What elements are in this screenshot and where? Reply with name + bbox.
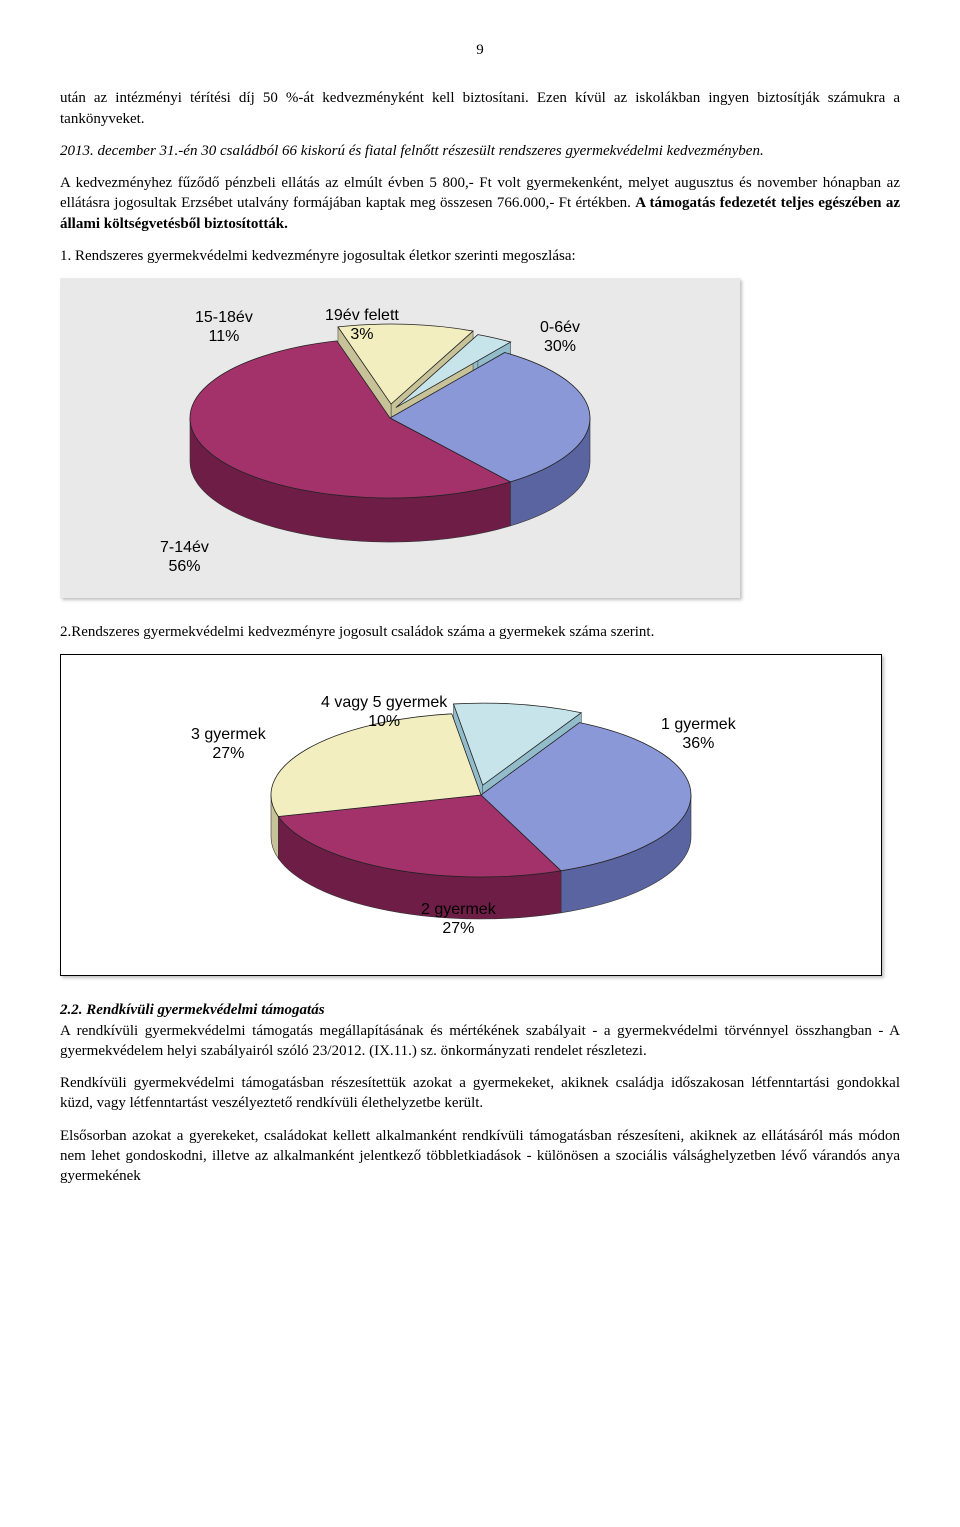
list-item-1: 1. Rendszeres gyermekvédelmi kedvezményr…: [60, 246, 900, 266]
chart-slice-label: 4 vagy 5 gyermek 10%: [321, 693, 447, 731]
list-item-2: 2.Rendszeres gyermekvédelmi kedvezményre…: [60, 622, 900, 642]
chart-slice-label: 2 gyermek 27%: [421, 900, 496, 938]
section-2-2-title: 2.2. Rendkívüli gyermekvédelmi támogatás: [60, 1002, 325, 1018]
chart-slice-label: 3 gyermek 27%: [191, 725, 266, 763]
paragraph-last-1: Rendkívüli gyermekvédelmi támogatásban r…: [60, 1073, 900, 1114]
paragraph-1: után az intézményi térítési díj 50 %-át …: [60, 88, 900, 129]
chart-slice-label: 7-14év 56%: [160, 538, 209, 576]
paragraph-last-2: Elsősorban azokat a gyerekeket, családok…: [60, 1126, 900, 1187]
pie-chart-age: 0-6év 30% 7-14év 56% 15-18év 11% 19év felet…: [60, 278, 740, 598]
paragraph-2: 2013. december 31.-én 30 családból 66 ki…: [60, 141, 900, 161]
chart-slice-label: 1 gyermek 36%: [661, 715, 736, 753]
chart-slice-label: 19év felett 3%: [325, 306, 399, 344]
chart-slice-label: 15-18év 11%: [195, 308, 253, 346]
paragraph-3: A kedvezményhez fűződő pénzbeli ellátás …: [60, 173, 900, 234]
chart-slice-label: 0-6év 30%: [540, 318, 580, 356]
section-2-2: 2.2. Rendkívüli gyermekvédelmi támogatás…: [60, 1000, 900, 1061]
page-number: 9: [60, 40, 900, 60]
pie-chart-family-size: 1 gyermek 36% 2 gyermek 27% 3 gyermek 27% 4…: [60, 654, 882, 976]
section-2-2-body: A rendkívüli gyermekvédelmi támogatás me…: [60, 1023, 900, 1059]
